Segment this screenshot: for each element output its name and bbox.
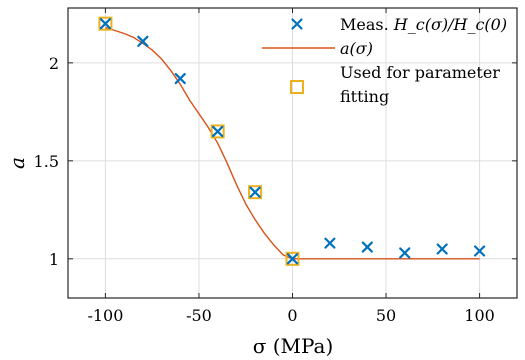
x-marker-stroke [174, 72, 186, 85]
legend-marker-fitting [290, 80, 304, 94]
x-marker-stroke [286, 253, 299, 265]
measured-points-series [99, 18, 486, 265]
measured-point-marker [399, 247, 411, 259]
measured-point-marker [361, 241, 373, 253]
x-tick-label: -100 [87, 306, 123, 325]
fitting-points-series [98, 16, 300, 266]
measured-point-marker [436, 243, 448, 255]
tick-labels: -100 -50 0 50 100 1 1.5 2 [34, 54, 495, 325]
x-marker-stroke [249, 186, 261, 198]
y-tick-label: 1.5 [34, 152, 59, 171]
x-marker-stroke [212, 125, 224, 138]
measured-point-marker [473, 245, 486, 257]
y-axis-label: a [5, 157, 29, 169]
x-marker-stroke [436, 243, 448, 255]
x-marker-stroke [99, 18, 112, 30]
x-marker-stroke [324, 237, 336, 249]
grid-lines [68, 8, 517, 298]
fitting-point-marker [285, 251, 300, 266]
x-marker-stroke [291, 18, 303, 30]
x-tick-label: 50 [376, 306, 396, 325]
measured-point-marker [137, 35, 149, 47]
measured-point-marker [324, 237, 336, 249]
x-tick-label: -50 [186, 306, 212, 325]
measured-point-marker [286, 253, 299, 265]
legend-label-fit: a(σ) [340, 39, 373, 58]
y-tick-label: 2 [49, 54, 59, 73]
legend-label-fitting: fitting [340, 87, 389, 106]
x-tick-label: 100 [464, 306, 495, 325]
x-marker-stroke [473, 245, 486, 257]
x-marker-stroke [137, 35, 149, 47]
legend: Meas. H_c(σ)/H_c(0) a(σ) Used for paramete… [262, 15, 507, 106]
x-marker-stroke [399, 247, 411, 259]
x-marker-stroke [361, 241, 373, 253]
axis-ticks [68, 8, 517, 298]
measured-point-marker [174, 72, 186, 85]
legend-label-measured: Meas. H_c(σ)/H_c(0) [340, 15, 507, 34]
fitting-point-marker [98, 16, 113, 31]
measured-point-marker [249, 186, 261, 198]
x-tick-label: 0 [287, 306, 297, 325]
legend-marker-measured [291, 18, 303, 30]
legend-label-fitting: Used for parameter [340, 63, 500, 82]
measured-point-marker [212, 125, 224, 138]
fitting-point-marker [210, 124, 225, 139]
measured-point-marker [99, 18, 112, 30]
y-tick-label: 1 [49, 250, 59, 269]
x-axis-label: σ (MPa) [253, 334, 334, 358]
fitting-point-marker [248, 185, 263, 200]
